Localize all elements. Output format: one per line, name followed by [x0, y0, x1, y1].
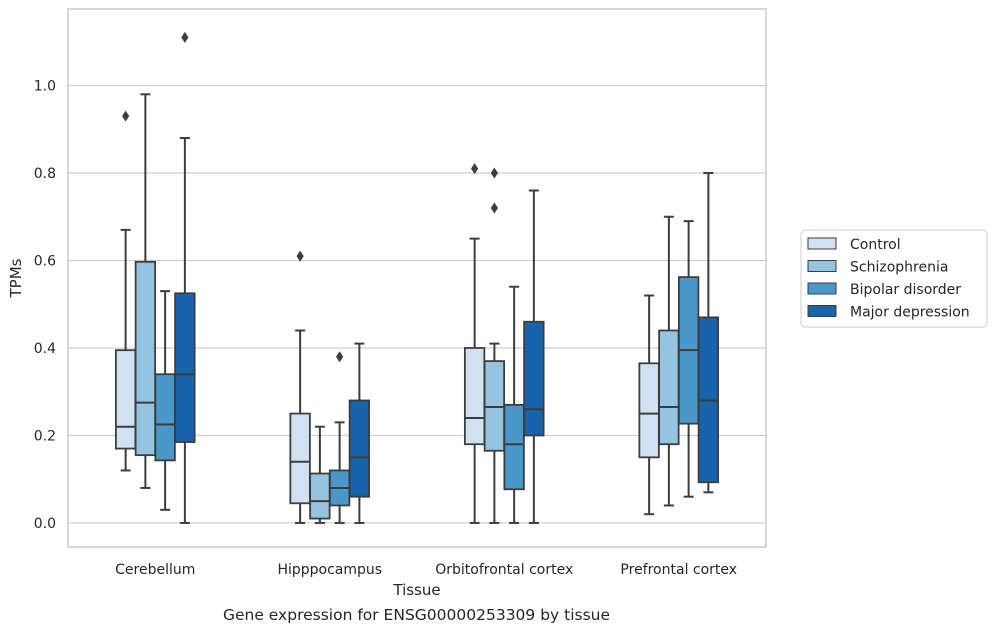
box-group	[328, 351, 351, 524]
box-group	[483, 167, 506, 524]
box-group	[503, 285, 525, 524]
box	[503, 403, 525, 491]
box-group	[309, 425, 331, 524]
legend: Control Schizophrenia Bipolar disorder Majo…	[800, 229, 988, 328]
box	[154, 373, 176, 462]
box-group	[289, 250, 311, 524]
y-tick-label: 0.0	[34, 516, 56, 532]
outlier-point	[296, 250, 304, 262]
box	[463, 347, 486, 446]
box-group	[114, 110, 137, 472]
x-tick-label: Orbitofrontal cortex	[435, 562, 573, 578]
legend-label: Schizophrenia	[850, 260, 948, 276]
legend-swatch	[807, 260, 837, 272]
y-tick-label: 0.6	[34, 254, 56, 270]
x-tick-label: Cerebellum	[115, 562, 195, 578]
outlier-point	[471, 163, 479, 175]
box-group	[348, 342, 371, 524]
y-tick-label: 0.4	[34, 341, 56, 357]
box	[483, 360, 506, 452]
legend-swatch	[807, 305, 837, 317]
x-axis-label: Tissue	[392, 581, 440, 599]
legend-label: Bipolar disorder	[850, 282, 961, 298]
box	[289, 412, 311, 505]
y-tick-label: 0.8	[34, 166, 56, 182]
box-group	[463, 163, 486, 524]
y-tick-label: 0.2	[34, 428, 56, 444]
outlier-point	[181, 31, 189, 43]
box-group	[174, 31, 196, 524]
outlier-point	[122, 110, 130, 122]
box-group	[677, 220, 700, 498]
outlier-point	[490, 202, 498, 214]
box-group	[697, 172, 720, 494]
y-tick-label: 1.0	[34, 79, 56, 95]
box	[309, 472, 331, 520]
box-group	[154, 290, 176, 511]
outlier-point	[490, 167, 498, 179]
box	[134, 260, 157, 457]
box-group	[134, 93, 157, 489]
box-plot-chart: 0.0 0.2 0.4 0.6 0.8 1.0 Cerebellum Hipppocampu…	[7, 8, 988, 599]
y-axis-label: TPMs	[7, 258, 25, 298]
outlier-point	[336, 351, 344, 363]
legend-label: Control	[850, 237, 901, 253]
x-axis-ticks: Cerebellum Hipppocampus Orbitofrontal cort…	[115, 562, 737, 578]
x-tick-label: Prefrontal cortex	[620, 562, 737, 578]
figure-caption: Gene expression for ENSG00000253309 by t…	[222, 606, 611, 624]
box-group	[523, 189, 545, 524]
y-axis-ticks: 0.0 0.2 0.4 0.6 0.8 1.0	[34, 79, 56, 532]
box	[348, 399, 371, 498]
box	[174, 292, 196, 443]
box	[523, 320, 545, 437]
box	[658, 329, 680, 446]
box	[114, 349, 137, 450]
legend-swatch	[807, 237, 837, 250]
legend-swatch	[807, 282, 837, 295]
boxes	[114, 31, 720, 524]
box	[638, 362, 660, 459]
plot-area-frame	[67, 8, 767, 548]
legend-label: Major depression	[850, 305, 970, 321]
box-group	[638, 294, 660, 516]
x-tick-label: Hipppocampus	[277, 562, 382, 578]
legend-frame	[800, 229, 988, 328]
